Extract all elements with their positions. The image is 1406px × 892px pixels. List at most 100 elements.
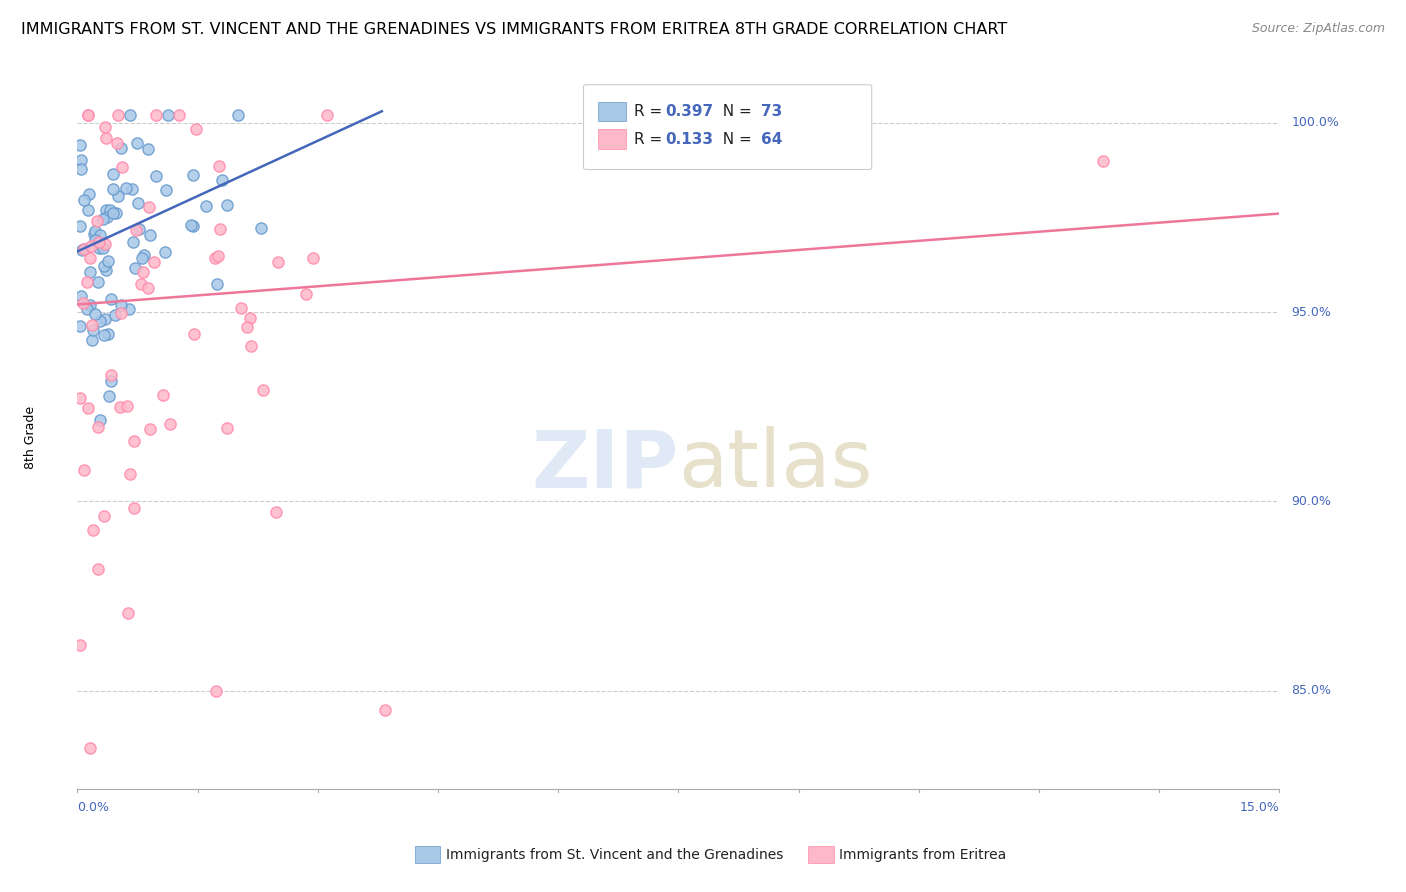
Point <box>70 289 93 303</box>
Point <box>69 639 91 653</box>
Text: atlas: atlas <box>679 426 873 504</box>
Point <box>157 108 180 122</box>
Point <box>79 252 101 266</box>
Point <box>235 320 257 334</box>
Point <box>131 251 153 265</box>
Point <box>69 219 91 233</box>
Point <box>110 298 132 312</box>
Point <box>131 265 153 279</box>
Point <box>145 108 167 122</box>
Point <box>100 292 122 306</box>
Point <box>83 227 105 241</box>
Point <box>110 306 132 320</box>
Point <box>180 218 202 232</box>
Point <box>110 141 132 155</box>
Text: 85.0%: 85.0% <box>1292 684 1331 698</box>
Point <box>91 241 114 255</box>
Point <box>96 262 118 277</box>
Point <box>138 280 160 294</box>
Point <box>77 186 100 201</box>
Text: ZIP: ZIP <box>531 426 679 504</box>
Point <box>89 227 111 242</box>
Text: R =: R = <box>634 132 668 146</box>
Point <box>69 319 91 334</box>
Text: 95.0%: 95.0% <box>1292 306 1331 318</box>
Point <box>87 420 110 434</box>
Point <box>136 142 159 156</box>
Point <box>104 206 127 220</box>
Point <box>153 244 176 259</box>
Text: R =: R = <box>634 104 668 119</box>
Point <box>205 277 228 291</box>
Point <box>87 275 110 289</box>
Text: N =: N = <box>713 104 756 119</box>
Point <box>208 222 231 236</box>
Text: Source: ZipAtlas.com: Source: ZipAtlas.com <box>1251 22 1385 36</box>
Point <box>121 235 143 249</box>
Text: 15.0%: 15.0% <box>1240 801 1279 814</box>
Point <box>91 212 114 227</box>
Point <box>114 180 136 194</box>
Point <box>252 383 274 397</box>
Point <box>77 108 100 122</box>
Point <box>264 505 287 519</box>
Point <box>93 327 115 342</box>
Text: 100.0%: 100.0% <box>1292 116 1340 129</box>
Text: N =: N = <box>713 132 756 146</box>
Point <box>181 169 204 183</box>
Point <box>80 239 103 253</box>
Point <box>82 523 104 537</box>
Point <box>76 401 98 416</box>
Point <box>229 301 252 315</box>
Point <box>94 312 117 326</box>
Point <box>89 242 111 256</box>
Point <box>79 297 101 311</box>
Point <box>1092 153 1115 168</box>
Point <box>93 509 115 524</box>
Point <box>205 684 228 698</box>
Point <box>121 182 143 196</box>
Point <box>100 374 122 388</box>
Point <box>72 296 94 310</box>
Point <box>100 368 122 382</box>
Point <box>117 606 139 620</box>
Point <box>239 311 262 326</box>
Point <box>70 153 93 167</box>
Point <box>107 108 129 122</box>
Point <box>181 219 204 233</box>
Text: Immigrants from St. Vincent and the Grenadines: Immigrants from St. Vincent and the Gren… <box>446 847 783 862</box>
Point <box>143 255 166 269</box>
Point <box>73 243 96 257</box>
Point <box>301 251 323 265</box>
Point <box>94 237 117 252</box>
Point <box>97 254 120 268</box>
Point <box>79 740 101 755</box>
Text: 64: 64 <box>761 132 782 146</box>
Point <box>132 248 155 262</box>
Text: 0.133: 0.133 <box>665 132 713 146</box>
Point <box>79 264 101 278</box>
Point <box>86 214 108 228</box>
Point <box>101 206 124 220</box>
Point <box>93 259 115 273</box>
Point <box>84 224 107 238</box>
Text: Immigrants from Eritrea: Immigrants from Eritrea <box>839 847 1007 862</box>
Point <box>87 562 110 576</box>
Point <box>89 235 111 249</box>
Point <box>73 193 96 207</box>
Point <box>138 200 160 214</box>
Point <box>125 223 148 237</box>
Point <box>122 501 145 516</box>
Point <box>125 136 148 150</box>
Point <box>228 108 250 122</box>
Point <box>77 108 100 122</box>
Point <box>155 183 177 197</box>
Point <box>129 277 152 291</box>
Point <box>105 136 128 151</box>
Point <box>84 233 107 247</box>
Point <box>120 108 142 122</box>
Point <box>101 182 124 196</box>
Point <box>215 197 238 211</box>
Point <box>108 400 131 414</box>
Point <box>374 703 396 717</box>
